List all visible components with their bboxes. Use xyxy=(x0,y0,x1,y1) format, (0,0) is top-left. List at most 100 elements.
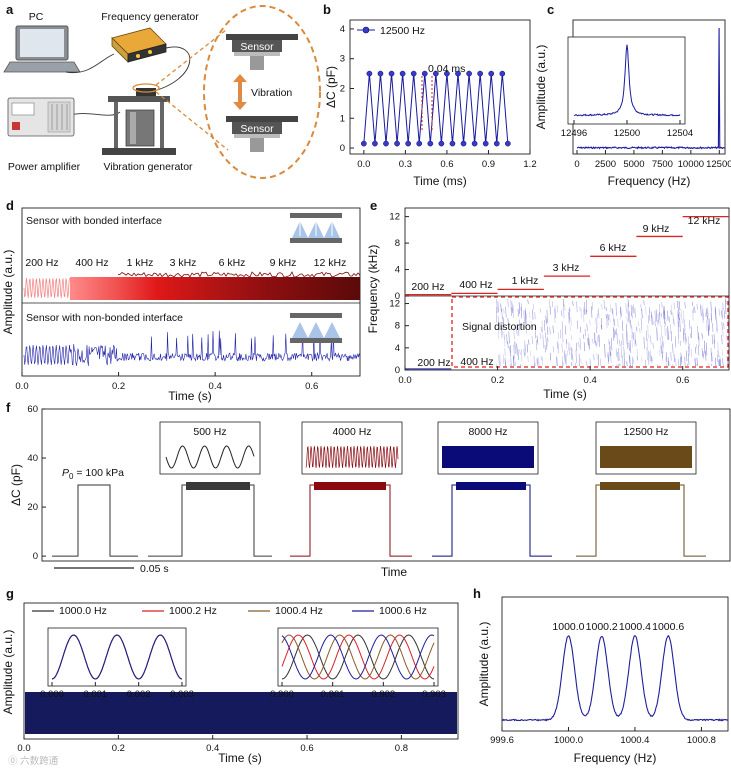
panel-e-noise-stroke xyxy=(608,339,610,345)
panel-e-noise-stroke xyxy=(572,354,574,362)
panel-e-noise-stroke xyxy=(631,324,633,338)
panel-e-xlabel: Time (s) xyxy=(543,387,587,401)
panel-e-noise-stroke xyxy=(585,309,587,315)
panel-e-label: e xyxy=(370,198,377,213)
panel-e-noise-stroke xyxy=(683,328,685,341)
panel-e-noise-stroke xyxy=(677,310,679,323)
panel-e-noise-stroke xyxy=(663,310,666,325)
panel-e-noise-stroke xyxy=(583,309,585,323)
panel-e-noise-stroke xyxy=(615,328,618,335)
panel-e-noise-stroke xyxy=(576,320,579,329)
panel-e-noise-stroke xyxy=(613,318,615,326)
panel-e-noise-stroke xyxy=(641,356,643,362)
panel-e-noise-stroke xyxy=(679,340,682,346)
panel-e-noise-stroke xyxy=(705,350,707,361)
panel-e-noise-stroke xyxy=(580,358,582,364)
panel-e-noise-stroke xyxy=(498,355,500,366)
panel-e-noise-stroke xyxy=(552,325,554,334)
panel-e-noise-stroke xyxy=(630,304,632,317)
panel-e-noise-stroke xyxy=(654,321,656,327)
panel-e-noise-stroke xyxy=(534,363,535,366)
panel-e-noise-stroke xyxy=(509,365,510,366)
panel-e-noise-stroke xyxy=(613,319,615,326)
panel-e-noise-stroke xyxy=(595,340,597,346)
panel-f-frame xyxy=(41,408,731,562)
panel-e-noise-stroke xyxy=(648,306,651,314)
panel-e-noise-stroke xyxy=(540,356,542,361)
panel-e-noise-stroke xyxy=(509,346,511,353)
panel-e-noise-stroke xyxy=(677,314,680,328)
panel-f-pulse-trace xyxy=(432,484,552,557)
panel-e-noise-stroke xyxy=(706,310,708,315)
panel-e-noise-stroke xyxy=(672,312,674,324)
panel-e-noise-stroke xyxy=(596,352,598,360)
panel-e-noise-stroke xyxy=(564,304,566,311)
panel-e-noise-stroke xyxy=(688,346,690,356)
panel-h: h 999.6 1000.0 1000.4 1000.8 1000.0 1000.2 10… xyxy=(473,586,729,765)
panel-e-noise-stroke xyxy=(565,354,567,366)
panel-g-inset-left-xtick-label: 0.002 xyxy=(127,689,151,700)
panel-e-noise-stroke xyxy=(586,361,588,366)
panel-e-noise-stroke xyxy=(503,308,505,314)
panel-e-noise-stroke xyxy=(623,346,625,355)
panel-e-noise-stroke xyxy=(728,338,729,352)
panel-e-noise-stroke xyxy=(531,336,533,344)
panel-e-noise-stroke xyxy=(657,320,659,326)
panel-c-xtick-label: 10000 xyxy=(678,159,704,170)
panel-e-noise-stroke xyxy=(708,362,710,366)
panel-f-xlabel: Time xyxy=(381,565,408,579)
panel-e-noise-stroke xyxy=(690,326,692,339)
panel-e-noise-stroke xyxy=(539,332,541,340)
panel-e-noise-stroke xyxy=(609,314,611,323)
panel-f-pulse-oscillation-band xyxy=(456,482,526,490)
panel-e-noise-stroke xyxy=(601,304,603,310)
panel-e-noise-stroke xyxy=(515,324,517,334)
panel-e-noise-stroke xyxy=(640,304,642,312)
panel-b-data-point xyxy=(388,70,395,77)
panel-b-ytick-label: 3 xyxy=(340,54,345,65)
panel-b-data-point xyxy=(432,70,439,77)
panel-e-noise-stroke xyxy=(637,321,640,327)
panel-d-bonded-signal-band xyxy=(70,277,360,300)
sensor-top-illustration xyxy=(226,34,298,70)
panel-e-noise-stroke xyxy=(621,366,622,377)
panel-f-scalebar-label: 0.05 s xyxy=(140,563,169,575)
panel-e-noise-stroke xyxy=(580,326,582,333)
panel-g-inset-right-wave xyxy=(281,634,435,680)
panel-e-noise-stroke xyxy=(525,322,527,334)
panel-e-noise-stroke xyxy=(622,320,624,331)
panel-f-ytick-label: 0 xyxy=(33,551,38,562)
panel-e-noise-stroke xyxy=(536,358,538,366)
panel-f: f 0 20 40 60 500 Hz 4000 Hz 8000 Hz 12500 Hz P… xyxy=(6,400,731,579)
panel-e-noise-stroke xyxy=(677,309,680,318)
panel-e-noise-stroke xyxy=(569,308,571,322)
panel-e-noise-stroke xyxy=(611,308,613,315)
panel-e-noise-stroke xyxy=(672,343,674,353)
panel-e-noise-stroke xyxy=(655,309,658,322)
panel-e-noise-stroke xyxy=(549,299,551,308)
panel-e-noise-stroke xyxy=(615,302,617,316)
panel-b-xtick-label: 0.6 xyxy=(440,159,453,170)
panel-e-bottom-label: 200 Hz xyxy=(417,357,450,369)
panel-e-noise-stroke xyxy=(670,351,672,361)
panel-e-noise-stroke xyxy=(610,351,612,356)
panel-e-noise-stroke xyxy=(569,342,571,351)
panel-e-noise-stroke xyxy=(583,307,585,315)
frequency-generator-label: Frequency generator xyxy=(101,11,199,23)
pc-label: PC xyxy=(29,11,44,23)
panel-e-noise-stroke xyxy=(523,348,525,356)
panel-e-noise-stroke xyxy=(604,343,606,358)
panel-e-noise-stroke xyxy=(511,301,513,312)
panel-e-noise-stroke xyxy=(529,350,531,357)
panel-b-data-point xyxy=(405,140,412,147)
panel-e-noise-stroke xyxy=(561,366,562,379)
panel-e-noise-stroke xyxy=(647,315,650,324)
panel-b-data-point xyxy=(471,140,478,147)
panel-h-ylabel: Amplitude (a.u.) xyxy=(477,622,491,707)
panel-g-inset-left-xtick-label: 0.003 xyxy=(170,689,194,700)
panel-e-noise-stroke xyxy=(534,325,536,339)
panel-b-data-point xyxy=(360,140,367,147)
panel-e-noise-stroke xyxy=(501,327,503,339)
panel-b-xtick-label: 0.9 xyxy=(482,159,495,170)
panel-e-noise-stroke xyxy=(511,363,512,366)
